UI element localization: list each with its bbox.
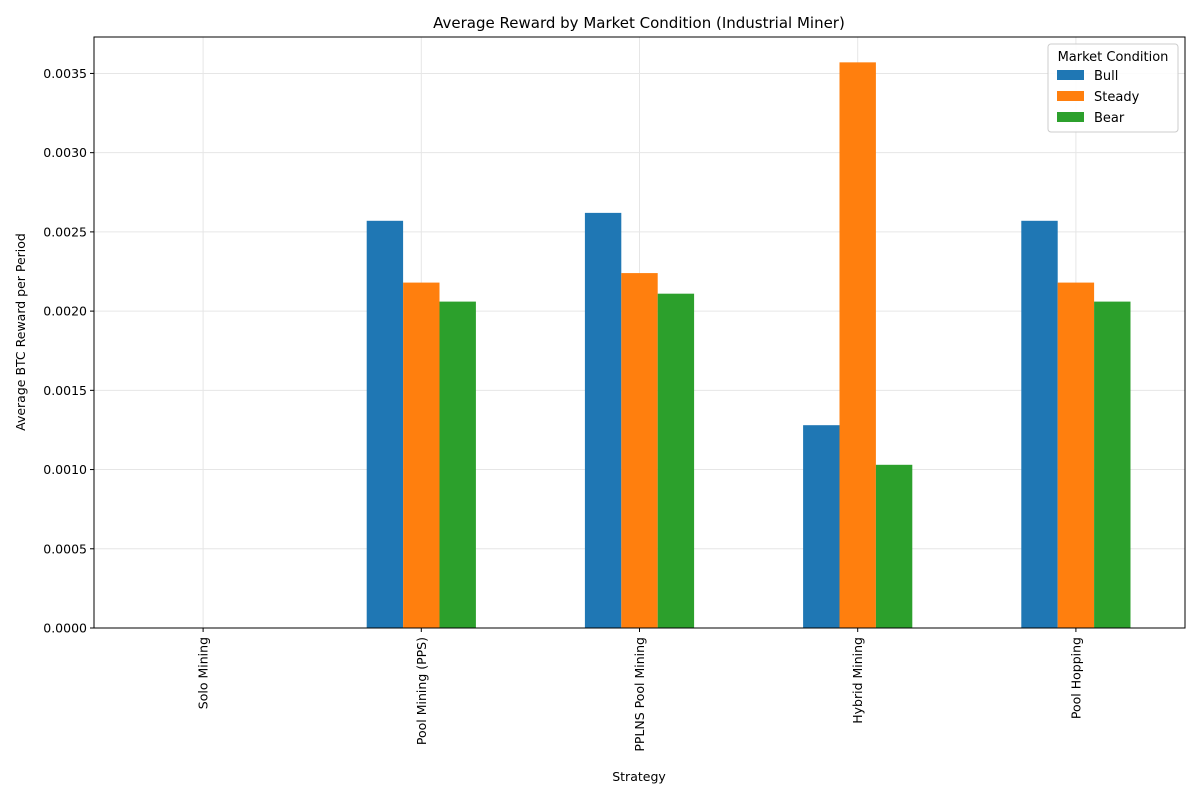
bar-steady-1 (403, 282, 440, 628)
x-tick-label: Solo Mining (196, 637, 211, 709)
legend-items: Bull Steady Bear (1057, 69, 1140, 126)
bar-bear-4 (1094, 301, 1131, 628)
legend-title: Market Condition (1058, 50, 1169, 65)
chart-title: Average Reward by Market Condition (Indu… (433, 14, 845, 32)
legend-swatch-bull (1057, 70, 1084, 80)
y-tick-label: 0.0010 (43, 462, 87, 477)
x-tick-label: Hybrid Mining (850, 637, 865, 724)
y-axis-label: Average BTC Reward per Period (13, 233, 28, 431)
legend: Market Condition Bull Steady Bear (1047, 43, 1179, 133)
y-tick-label: 0.0005 (43, 541, 87, 556)
bar-steady-2 (621, 273, 658, 628)
legend-frame (1047, 43, 1179, 133)
bar-bull-2 (584, 212, 622, 628)
bar-bear-1 (439, 301, 476, 628)
legend-label-bear: Bear (1094, 111, 1125, 126)
y-tick-label: 0.0030 (43, 145, 87, 160)
bar-bear-3 (875, 464, 913, 628)
y-tick-label: 0.0015 (43, 383, 87, 398)
bar-steady-4 (1057, 282, 1095, 628)
bar-bull-3 (803, 425, 840, 628)
x-tick-label: Pool Mining (PPS) (414, 637, 429, 745)
y-tick-label: 0.0000 (43, 621, 87, 636)
bar-bull-4 (1021, 220, 1058, 628)
bar-steady-3 (839, 62, 876, 629)
bar-bull-1 (366, 220, 404, 628)
x-axis-label: Strategy (612, 769, 666, 784)
bar-bear-2 (657, 293, 695, 628)
legend-swatch-steady (1057, 91, 1084, 101)
x-tick-label: PPLNS Pool Mining (632, 637, 647, 752)
x-axis: Solo Mining Pool Mining (PPS) PPLNS Pool M… (196, 628, 1083, 752)
y-tick-label: 0.0020 (43, 304, 87, 319)
legend-swatch-bear (1057, 112, 1084, 122)
legend-label-bull: Bull (1094, 69, 1118, 84)
x-tick-label: Pool Hopping (1068, 637, 1083, 719)
y-tick-label: 0.0035 (43, 66, 87, 81)
y-tick-label: 0.0025 (43, 224, 87, 239)
bars-layer (366, 62, 1131, 629)
legend-label-steady: Steady (1094, 90, 1140, 105)
y-axis: 0.0000 0.0005 0.0010 0.0015 0.0020 0.0025 0.00… (43, 66, 94, 636)
